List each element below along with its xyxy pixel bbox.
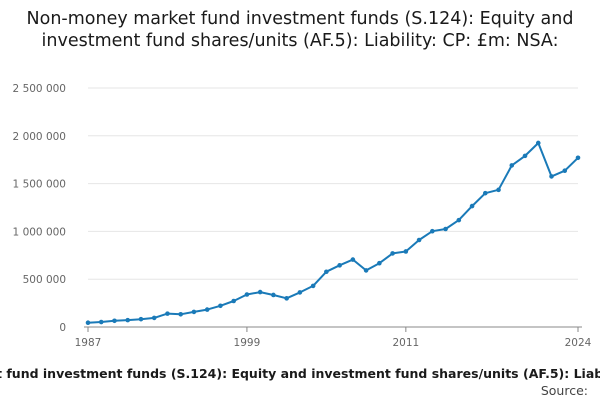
data-point xyxy=(257,289,263,295)
source-label: Source: xyxy=(540,383,588,398)
chart-caption: Non-money market fund investment funds (… xyxy=(0,366,600,384)
data-point xyxy=(297,290,303,295)
y-tick-label: 1 500 000 xyxy=(13,179,66,191)
data-point xyxy=(430,228,435,234)
data-point xyxy=(456,217,462,223)
data-point xyxy=(363,268,369,273)
data-point xyxy=(522,153,528,159)
data-point xyxy=(112,318,117,324)
y-tick-label: 1 000 000 xyxy=(13,226,66,238)
data-point xyxy=(390,251,395,256)
data-point xyxy=(350,257,356,262)
x-tick-label: 1987 xyxy=(75,337,102,349)
data-point xyxy=(575,155,581,161)
y-tick-label: 0 xyxy=(59,322,66,334)
data-point xyxy=(377,260,382,266)
grid-lines xyxy=(88,87,578,280)
data-point xyxy=(125,317,131,323)
data-point xyxy=(535,140,541,146)
axes xyxy=(84,326,582,332)
data-point xyxy=(191,309,197,315)
data-point xyxy=(218,303,223,309)
x-tick-label: 2011 xyxy=(392,337,419,349)
data-point xyxy=(284,296,289,301)
x-tick-label: 1999 xyxy=(234,337,261,349)
data-series xyxy=(85,140,581,325)
data-point xyxy=(165,311,170,316)
data-point xyxy=(204,307,210,312)
chart-caption-text: Non-money market fund investment funds (… xyxy=(0,366,600,381)
data-point xyxy=(337,263,342,268)
data-point xyxy=(562,168,568,173)
data-point xyxy=(138,316,144,322)
data-point xyxy=(403,249,409,254)
data-point xyxy=(231,298,236,304)
data-point xyxy=(178,311,184,317)
chart-title: Non-money market fund investment funds (… xyxy=(26,9,574,51)
y-tick-label: 2 000 000 xyxy=(13,131,66,143)
data-point xyxy=(310,283,316,289)
data-point xyxy=(98,319,104,325)
data-point xyxy=(416,237,422,243)
y-tick-label: 2 500 000 xyxy=(13,83,66,95)
data-point xyxy=(496,187,501,193)
series-line xyxy=(87,142,579,324)
data-point xyxy=(482,190,488,196)
data-point xyxy=(85,320,91,325)
data-point xyxy=(151,315,157,321)
data-point xyxy=(244,292,250,297)
y-tick-label: 500 000 xyxy=(23,274,66,286)
data-point xyxy=(271,292,276,298)
data-point xyxy=(443,226,448,232)
data-point xyxy=(509,163,515,168)
data-point xyxy=(469,203,475,209)
x-tick-label: 2024 xyxy=(565,337,592,349)
data-point xyxy=(324,269,329,275)
tick-labels: 0 500 000 1 000 000 1 500 000 2 000 000 2 500… xyxy=(13,83,592,349)
data-point xyxy=(549,174,554,179)
